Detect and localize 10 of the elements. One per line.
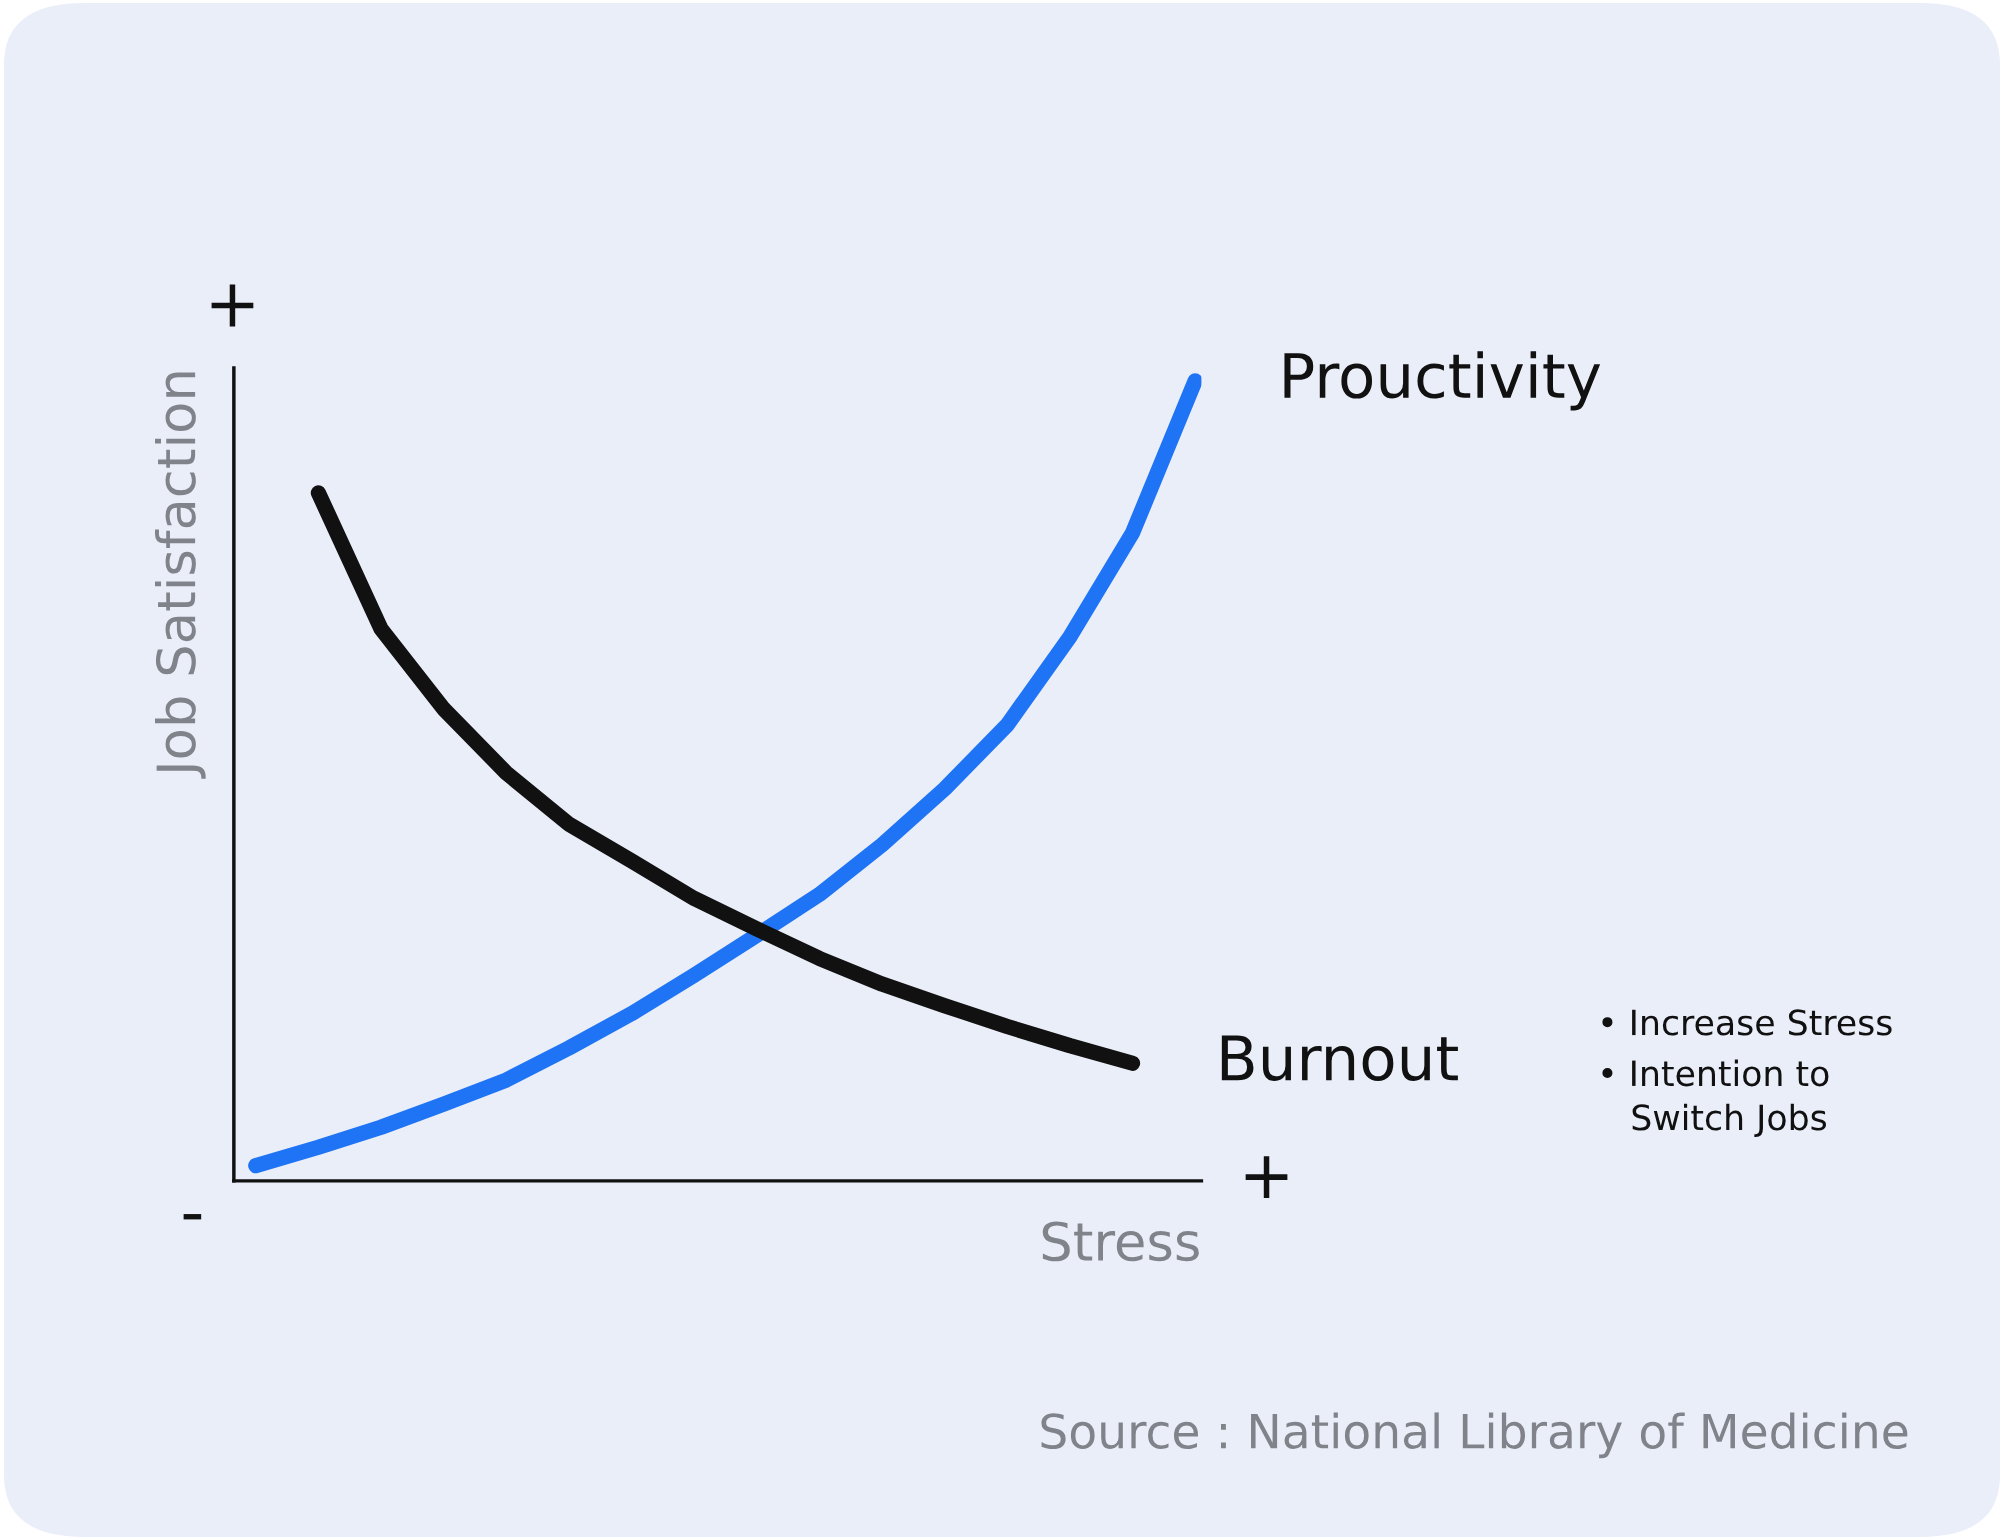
y-axis-title: Job Satisfaction	[155, 372, 206, 779]
text: +	[1245, 1156, 1288, 1199]
series-label: Burnout	[1221, 1035, 1458, 1081]
x-axis-title: Stress	[1042, 1221, 1199, 1262]
series-label: Prouctivity	[1284, 351, 1601, 411]
text: -	[183, 1214, 202, 1220]
source-note: Source : National Library of Medicine	[1041, 1412, 1908, 1459]
text: • Intention to Switch Jobs	[1602, 1059, 1829, 1138]
text: • Increase Stress	[1602, 1009, 1892, 1036]
text: +	[211, 284, 254, 327]
